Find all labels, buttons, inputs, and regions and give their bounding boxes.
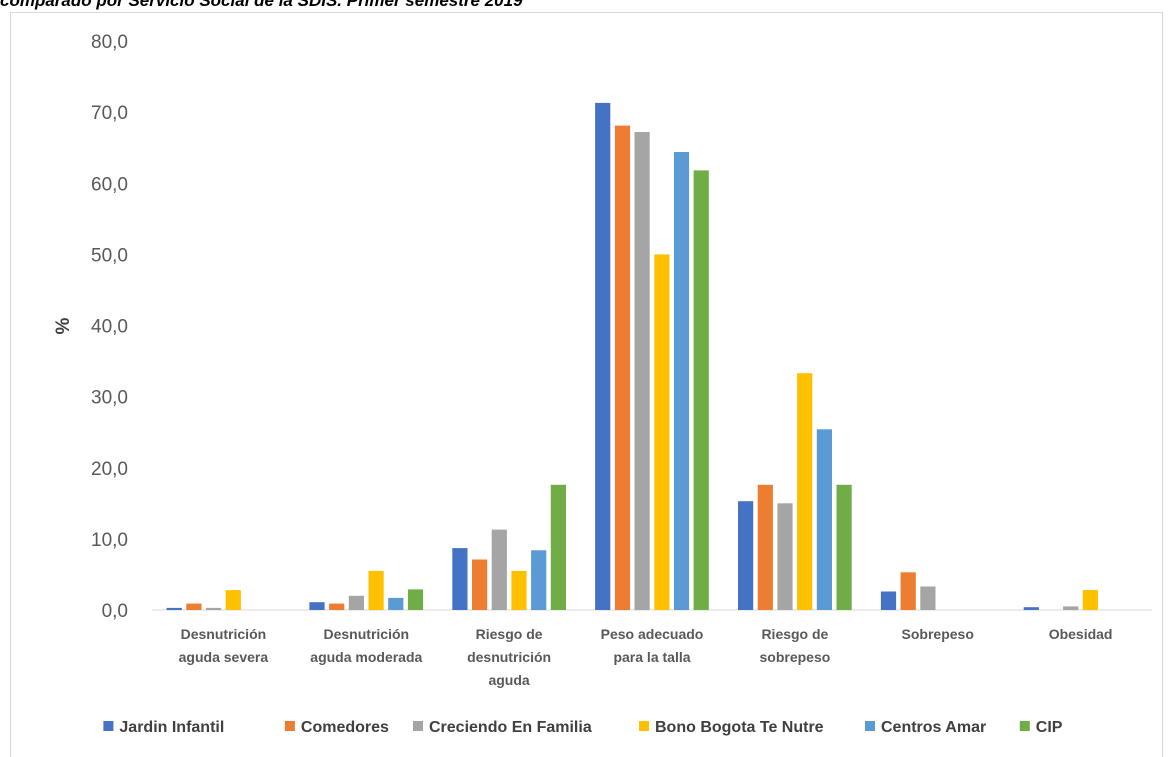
bar [654, 254, 670, 610]
bar [407, 589, 424, 610]
y-tick-label: 50,0 [91, 245, 128, 266]
y-tick-label: 70,0 [91, 103, 128, 124]
y-tick-label: 60,0 [91, 174, 128, 195]
bar [329, 603, 345, 610]
bar [595, 102, 611, 611]
bar [920, 586, 936, 610]
bar [186, 603, 202, 610]
category-label: desnutrición [467, 649, 551, 665]
bar [309, 602, 325, 610]
bar [880, 591, 897, 610]
bar [491, 529, 507, 610]
bar [777, 503, 793, 610]
bar [693, 170, 709, 610]
bar [511, 570, 527, 610]
bar [472, 559, 488, 610]
y-tick-label: 20,0 [91, 459, 128, 480]
bar [797, 373, 813, 610]
y-tick-label: 0,0 [102, 601, 128, 622]
category-label: Sobrepeso [902, 626, 974, 642]
chart-frame [10, 12, 1163, 757]
chart-caption: comparado por Servicio Social de la SDIS… [0, 0, 523, 10]
category-label: Peso adecuado [601, 626, 704, 642]
category-label: sobrepeso [759, 649, 830, 665]
bar [388, 597, 404, 610]
legend-swatch [413, 721, 423, 731]
legend-swatch [639, 721, 649, 731]
bar [225, 590, 241, 610]
category-label: Riesgo de [476, 626, 543, 642]
category-label: aguda [488, 672, 529, 688]
legend-item: Bono Bogota Te Nutre [655, 719, 824, 736]
bar [1063, 606, 1079, 610]
bar [166, 607, 182, 610]
bar [900, 572, 916, 610]
bar [634, 132, 650, 610]
bar [836, 484, 852, 610]
legend-item: CIP [1036, 719, 1063, 736]
y-axis-title: % [53, 317, 74, 334]
legend-item: Creciendo En Familia [429, 719, 592, 736]
bar [1023, 607, 1039, 610]
legend-item: Comedores [301, 719, 389, 736]
bar [816, 429, 832, 610]
legend-swatch [103, 721, 114, 731]
legend-swatch [284, 721, 295, 731]
category-label: aguda moderada [310, 649, 422, 665]
category-label: Desnutrición [181, 626, 267, 642]
bar [673, 152, 690, 610]
bar [206, 607, 222, 610]
legend-item: Jardin Infantil [119, 719, 224, 736]
bar [452, 548, 468, 610]
bar [1082, 590, 1098, 610]
legend-item: Centros Amar [881, 719, 986, 736]
bar [368, 570, 384, 610]
category-label: para la talla [613, 649, 690, 665]
category-label: aguda severa [179, 649, 269, 665]
y-tick-label: 10,0 [91, 530, 128, 551]
bar [348, 595, 364, 610]
category-label: Obesidad [1049, 626, 1113, 642]
bar [550, 484, 566, 610]
y-tick-label: 80,0 [91, 32, 128, 53]
category-label: Riesgo de [761, 626, 828, 642]
y-tick-label: 40,0 [91, 317, 128, 338]
legend-swatch [1019, 721, 1030, 731]
bar [614, 125, 631, 610]
legend-swatch [865, 721, 875, 731]
bar [531, 550, 547, 610]
category-label: Desnutrición [324, 626, 410, 642]
bar [757, 484, 773, 610]
y-tick-label: 30,0 [91, 388, 128, 409]
bar [738, 501, 754, 610]
